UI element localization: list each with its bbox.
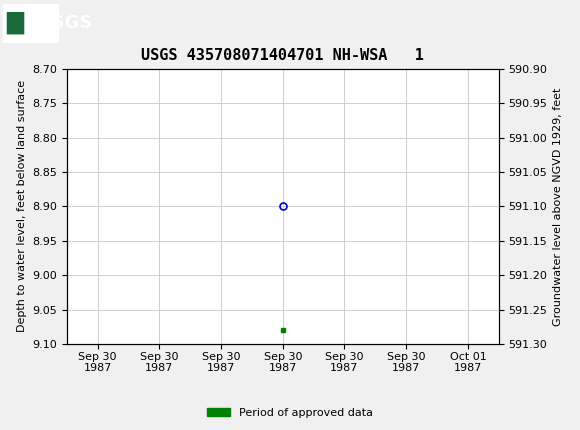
Text: █: █ [6, 11, 23, 34]
Y-axis label: Depth to water level, feet below land surface: Depth to water level, feet below land su… [17, 80, 27, 332]
Y-axis label: Groundwater level above NGVD 1929, feet: Groundwater level above NGVD 1929, feet [553, 87, 563, 326]
Title: USGS 435708071404701 NH-WSA   1: USGS 435708071404701 NH-WSA 1 [142, 49, 424, 64]
Text: USGS: USGS [38, 14, 93, 31]
Legend: Period of approved data: Period of approved data [203, 403, 377, 422]
Bar [3, 3, 58, 42]
